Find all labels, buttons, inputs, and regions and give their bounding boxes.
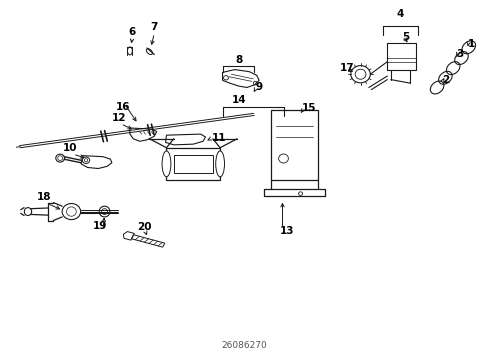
Text: 16: 16 — [115, 102, 130, 112]
Text: 10: 10 — [63, 143, 78, 153]
Text: 1: 1 — [467, 39, 474, 49]
Text: 18: 18 — [36, 192, 51, 202]
Text: 12: 12 — [112, 113, 126, 123]
Bar — [166, 148, 220, 180]
Text: 19: 19 — [92, 221, 107, 231]
Text: 7: 7 — [150, 22, 158, 32]
Text: 4: 4 — [396, 9, 404, 19]
Text: 5: 5 — [401, 32, 408, 41]
Text: 8: 8 — [235, 54, 242, 64]
Text: 2: 2 — [441, 75, 448, 85]
Text: 3: 3 — [456, 49, 463, 59]
Bar — [271, 110, 317, 180]
Text: 9: 9 — [255, 82, 262, 92]
Text: 17: 17 — [339, 63, 353, 73]
Text: 26086270: 26086270 — [221, 341, 267, 350]
Bar — [173, 155, 212, 173]
Text: 14: 14 — [232, 95, 246, 105]
Ellipse shape — [162, 151, 170, 177]
Text: 15: 15 — [302, 103, 316, 113]
Text: 13: 13 — [279, 226, 293, 236]
Ellipse shape — [215, 151, 224, 177]
Text: 6: 6 — [128, 27, 136, 37]
Text: 11: 11 — [211, 133, 225, 143]
Text: 20: 20 — [137, 222, 151, 232]
